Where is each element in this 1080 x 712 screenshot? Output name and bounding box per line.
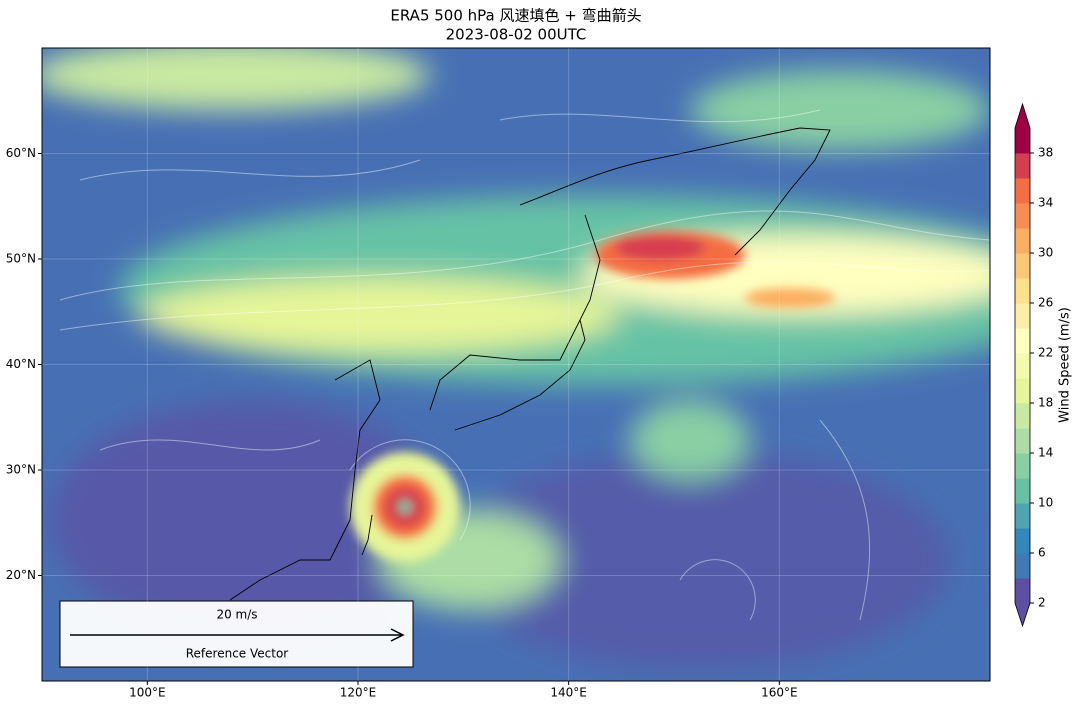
reference-arrow: [70, 628, 405, 642]
reference-vector-box: 20 m/s Reference Vector: [59, 600, 414, 668]
x-tick-label: 140°E: [550, 686, 587, 700]
colorbar-extend-high: [1015, 104, 1030, 128]
colorbar-tick-label: 30: [1038, 246, 1053, 260]
y-tick-label: 20°N: [6, 568, 36, 582]
colorbar-bin: [1015, 578, 1030, 604]
y-tick-label: 50°N: [6, 252, 36, 266]
reference-name: Reference Vector: [186, 647, 289, 661]
colorbar-bin: [1015, 253, 1030, 279]
colorbar-bin: [1015, 428, 1030, 454]
colorbar-tick-label: 6: [1038, 546, 1046, 560]
colorbar-tick-label: 22: [1038, 346, 1053, 360]
colorbar-tick-label: 26: [1038, 296, 1053, 310]
colorbar-bin: [1015, 478, 1030, 504]
colorbar-tick-label: 10: [1038, 496, 1053, 510]
colorbar-bin: [1015, 178, 1030, 204]
colorbar-bin: [1015, 453, 1030, 479]
x-tick-label: 100°E: [129, 686, 166, 700]
colorbar-bin: [1015, 228, 1030, 254]
colorbar-bin: [1015, 328, 1030, 354]
legend-box: [59, 600, 414, 668]
colorbar-bin: [1015, 528, 1030, 554]
x-tick-label: 120°E: [340, 686, 377, 700]
reference-value-label: 20 m/s: [216, 608, 257, 622]
colorbar-tick-label: 38: [1038, 146, 1053, 160]
colorbar-bin: [1015, 153, 1030, 179]
colorbar-tick-label: 14: [1038, 446, 1053, 460]
colorbar-tick-label: 18: [1038, 396, 1053, 410]
colorbar-label: Wind Speed (m/s): [1058, 307, 1073, 423]
colorbar-bin: [1015, 553, 1030, 579]
colorbar-bin: [1015, 378, 1030, 404]
y-tick-label: 60°N: [6, 146, 36, 160]
colorbar-tick-label: 2: [1038, 596, 1046, 610]
colorbar-bin: [1015, 303, 1030, 329]
colorbar-bin: [1015, 278, 1030, 304]
colorbar-extend-low: [1015, 603, 1030, 626]
colorbar-bin: [1015, 503, 1030, 529]
x-tick-label: 160°E: [761, 686, 798, 700]
colorbar-bin: [1015, 403, 1030, 429]
y-tick-label: 30°N: [6, 463, 36, 477]
colorbar-bin: [1015, 203, 1030, 229]
y-tick-label: 40°N: [6, 357, 36, 371]
colorbar-tick-label: 34: [1038, 196, 1053, 210]
chart-title: ERA5 500 hPa 风速填色 + 弯曲箭头: [390, 7, 641, 25]
colorbar-bin: [1015, 353, 1030, 379]
wind-field: [42, 48, 990, 681]
chart-subtitle: 2023-08-02 00UTC: [446, 26, 587, 44]
colorbar-bin: [1015, 128, 1030, 154]
